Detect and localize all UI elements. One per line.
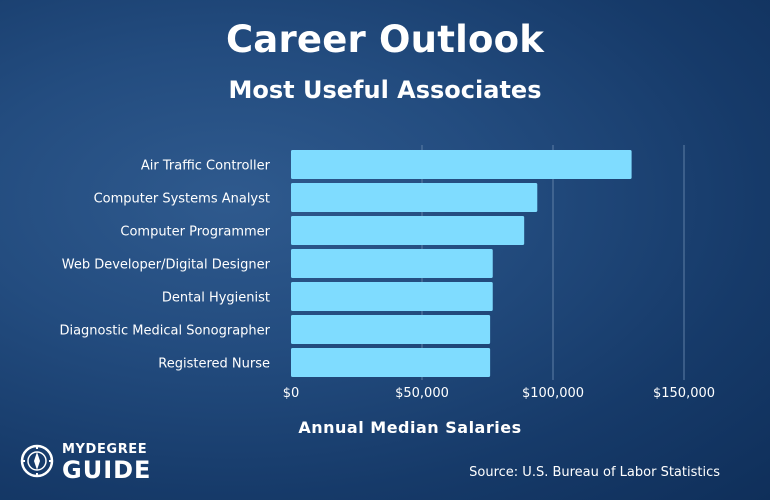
- chart-title: Career Outlook: [225, 18, 545, 61]
- category-label: Registered Nurse: [158, 357, 270, 372]
- x-tick-label: $0: [283, 386, 300, 401]
- source-note: Source: U.S. Bureau of Labor Statistics: [469, 465, 720, 480]
- compass-icon: [20, 444, 54, 478]
- bar: [291, 249, 493, 278]
- chart-subtitle: Most Useful Associates: [228, 76, 542, 104]
- x-tick-labels: $0 $50,000 $100,000 $150,000: [283, 386, 715, 401]
- bar: [291, 315, 491, 344]
- category-label: Web Developer/Digital Designer: [62, 258, 271, 273]
- category-label: Diagnostic Medical Sonographer: [59, 324, 270, 339]
- bar: [291, 282, 493, 311]
- category-label: Dental Hygienist: [162, 291, 270, 306]
- x-axis-label: Annual Median Salaries: [298, 418, 521, 437]
- logo-text-top: MYDEGREE: [62, 442, 148, 457]
- x-tick-label: $50,000: [395, 386, 449, 401]
- logo: MYDEGREE GUIDE: [20, 440, 180, 486]
- logo-text-bottom: GUIDE: [62, 456, 152, 484]
- bar: [291, 183, 538, 212]
- bars: [291, 150, 632, 377]
- category-label: Air Traffic Controller: [141, 159, 271, 174]
- x-tick-label: $150,000: [653, 386, 715, 401]
- category-label: Computer Programmer: [120, 225, 270, 240]
- bar: [291, 348, 491, 377]
- bar: [291, 150, 632, 179]
- bar: [291, 216, 525, 245]
- category-labels: Air Traffic Controller Computer Systems A…: [59, 159, 270, 372]
- category-label: Computer Systems Analyst: [94, 192, 270, 207]
- x-tick-label: $100,000: [522, 386, 584, 401]
